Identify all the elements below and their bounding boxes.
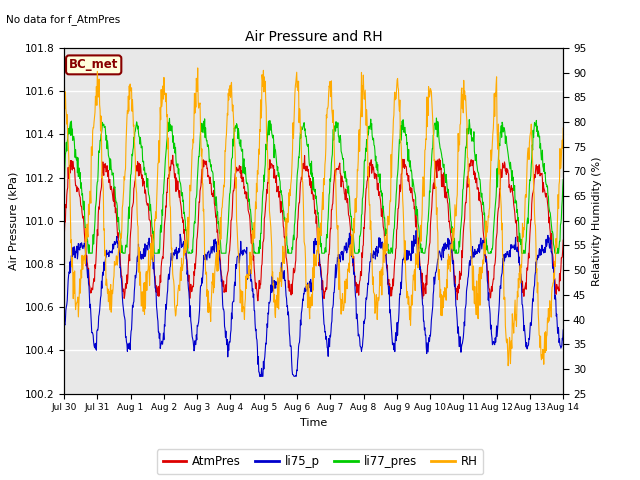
RH xyxy=(528,136,536,142)
Legend: AtmPres, li75_p, li77_pres, RH: AtmPres, li75_p, li77_pres, RH xyxy=(157,449,483,474)
Title: Air Pressure and RH: Air Pressure and RH xyxy=(244,30,383,44)
Line: RH: RH xyxy=(64,68,563,366)
li77_pres xyxy=(246,206,254,212)
RH xyxy=(318,202,326,207)
X-axis label: Time: Time xyxy=(300,418,327,428)
AtmPres xyxy=(528,201,536,207)
RH xyxy=(125,83,133,89)
li75_p xyxy=(60,327,68,333)
RH xyxy=(422,146,429,152)
AtmPres xyxy=(422,291,429,297)
Line: li75_p: li75_p xyxy=(64,230,563,376)
li77_pres xyxy=(528,156,536,162)
RH xyxy=(60,80,68,86)
li75_p xyxy=(246,273,253,278)
li77_pres xyxy=(60,182,68,188)
RH xyxy=(246,249,254,255)
li75_p xyxy=(256,373,264,379)
Text: No data for f_AtmPres: No data for f_AtmPres xyxy=(6,14,121,25)
AtmPres xyxy=(254,298,262,304)
RH xyxy=(194,65,202,71)
AtmPres xyxy=(319,278,326,284)
li75_p xyxy=(318,288,326,294)
Y-axis label: Air Pressure (kPa): Air Pressure (kPa) xyxy=(9,172,19,270)
li75_p xyxy=(193,332,200,338)
AtmPres xyxy=(60,231,68,237)
li77_pres xyxy=(422,246,429,252)
RH xyxy=(559,125,567,131)
AtmPres xyxy=(559,237,567,243)
Y-axis label: Relativity Humidity (%): Relativity Humidity (%) xyxy=(592,156,602,286)
li77_pres xyxy=(318,251,326,256)
AtmPres xyxy=(246,217,254,223)
li77_pres xyxy=(193,192,200,197)
Text: BC_met: BC_met xyxy=(69,59,118,72)
li77_pres xyxy=(84,251,92,256)
li75_p xyxy=(559,327,567,333)
Line: li77_pres: li77_pres xyxy=(64,118,563,253)
AtmPres xyxy=(193,237,200,242)
AtmPres xyxy=(125,252,133,257)
li77_pres xyxy=(433,115,440,121)
li75_p xyxy=(422,332,429,338)
li77_pres xyxy=(559,177,567,182)
li75_p xyxy=(412,228,420,233)
AtmPres xyxy=(169,152,177,158)
Line: AtmPres: AtmPres xyxy=(64,155,563,301)
li75_p xyxy=(125,340,133,346)
li75_p xyxy=(528,313,536,319)
li77_pres xyxy=(126,199,134,205)
RH xyxy=(504,363,512,369)
RH xyxy=(193,75,200,81)
